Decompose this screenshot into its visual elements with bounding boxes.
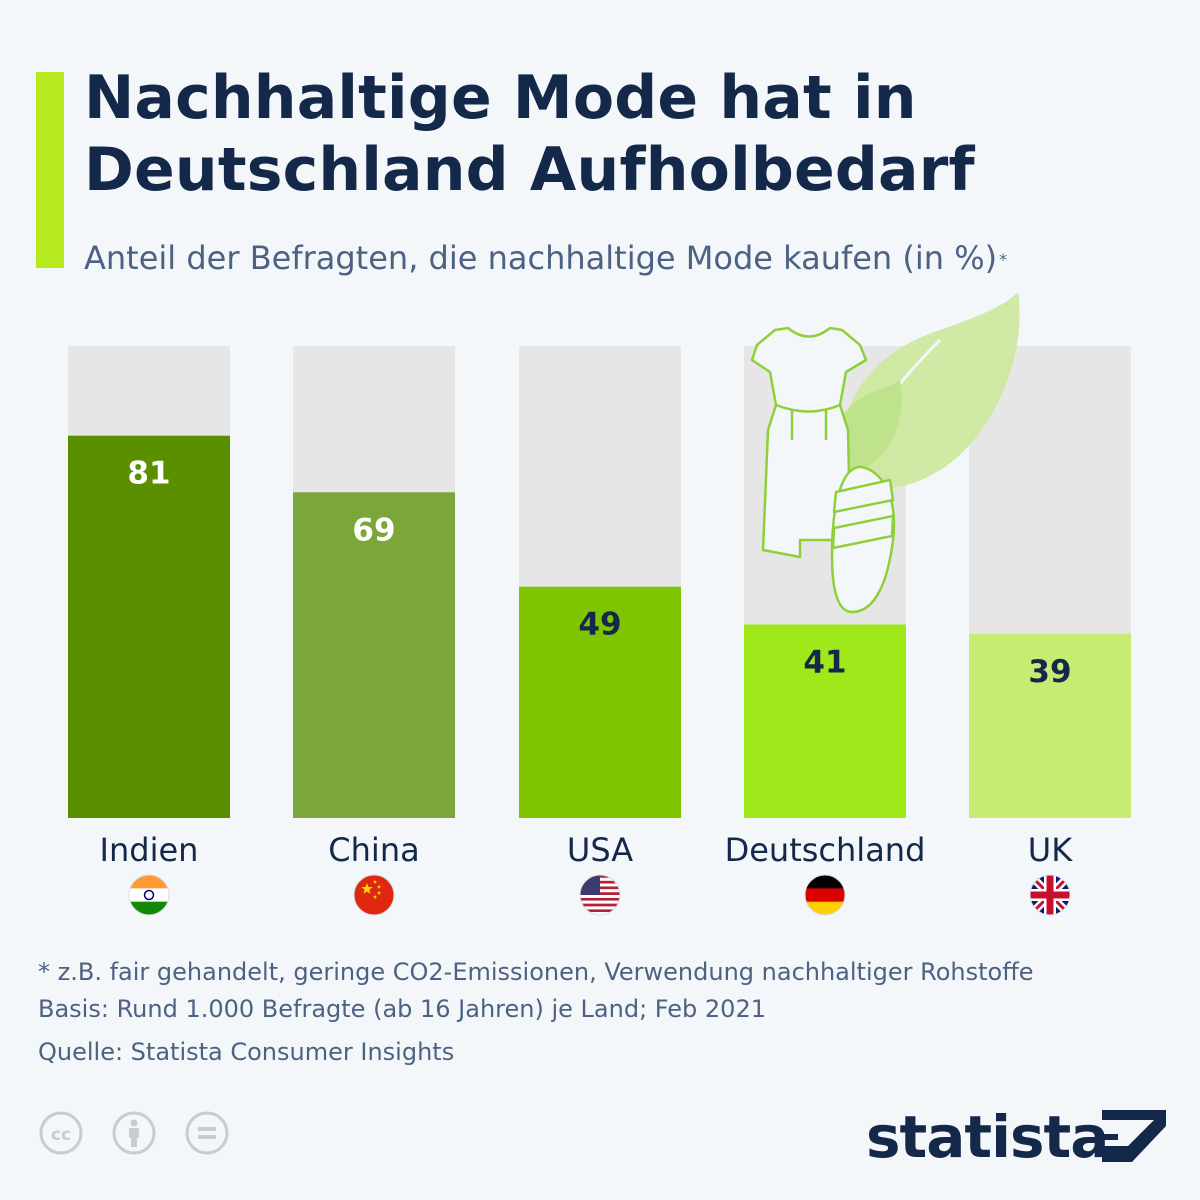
- sandal-strap-2: [831, 514, 895, 550]
- basis-note: Basis: Rund 1.000 Befragte (ab 16 Jahren…: [38, 995, 766, 1023]
- data-label-deutschland: 41: [803, 644, 846, 680]
- bar-usa: [519, 586, 681, 818]
- attribution-icon[interactable]: [111, 1110, 157, 1156]
- sustainable-fashion-illustration: [750, 292, 1020, 614]
- india-flag-icon: [129, 875, 169, 915]
- statista-logo: statista: [866, 1103, 1109, 1171]
- source-note: Quelle: Statista Consumer Insights: [38, 1038, 455, 1066]
- bar-deutschland: [744, 624, 906, 818]
- uk-flag-icon: [1030, 875, 1070, 915]
- subtitle-footnote-marker: *: [999, 250, 1008, 269]
- title-line-1: Nachhaltige Mode hat in: [84, 63, 917, 133]
- bar-uk: [969, 633, 1131, 818]
- chart-subtitle: Anteil der Befragten, die nachhaltige Mo…: [84, 236, 1007, 280]
- data-label-usa: 49: [578, 607, 621, 643]
- bar-indien: [68, 435, 230, 818]
- category-label-usa: USA: [567, 831, 633, 869]
- svg-text:cc: cc: [51, 1125, 71, 1145]
- germany-flag-icon: [805, 875, 845, 915]
- data-label-china: 69: [352, 512, 395, 548]
- footnote: * z.B. fair gehandelt, geringe CO2-Emiss…: [38, 958, 1034, 986]
- dress-waist-line: [775, 403, 841, 413]
- title-accent-bar: [36, 72, 64, 268]
- usa-flag-icon: [580, 875, 620, 915]
- chart-title: Nachhaltige Mode hat in Deutschland Aufh…: [84, 62, 1164, 206]
- bar-china: [293, 492, 455, 818]
- dress-pleats: [790, 410, 828, 440]
- data-label-indien: 81: [127, 456, 170, 492]
- no-derivatives-icon[interactable]: [184, 1110, 230, 1156]
- category-label-indien: Indien: [100, 831, 199, 869]
- data-label-uk: 39: [1028, 654, 1071, 690]
- china-flag-icon: [354, 875, 394, 915]
- subtitle-text: Anteil der Befragten, die nachhaltige Mo…: [84, 239, 998, 277]
- category-label-uk: UK: [1028, 831, 1073, 869]
- statista-logo-icon: [1102, 1110, 1166, 1162]
- category-label-deutschland: Deutschland: [725, 831, 926, 869]
- creative-commons-icon[interactable]: cc: [38, 1110, 84, 1156]
- sandal-strap-1: [832, 478, 895, 514]
- title-line-2: Deutschland Aufholbedarf: [84, 135, 975, 205]
- category-label-china: China: [328, 831, 419, 869]
- bar-chart: Indien China USA Deutschland UK 81 69 49 41 39: [68, 292, 1131, 916]
